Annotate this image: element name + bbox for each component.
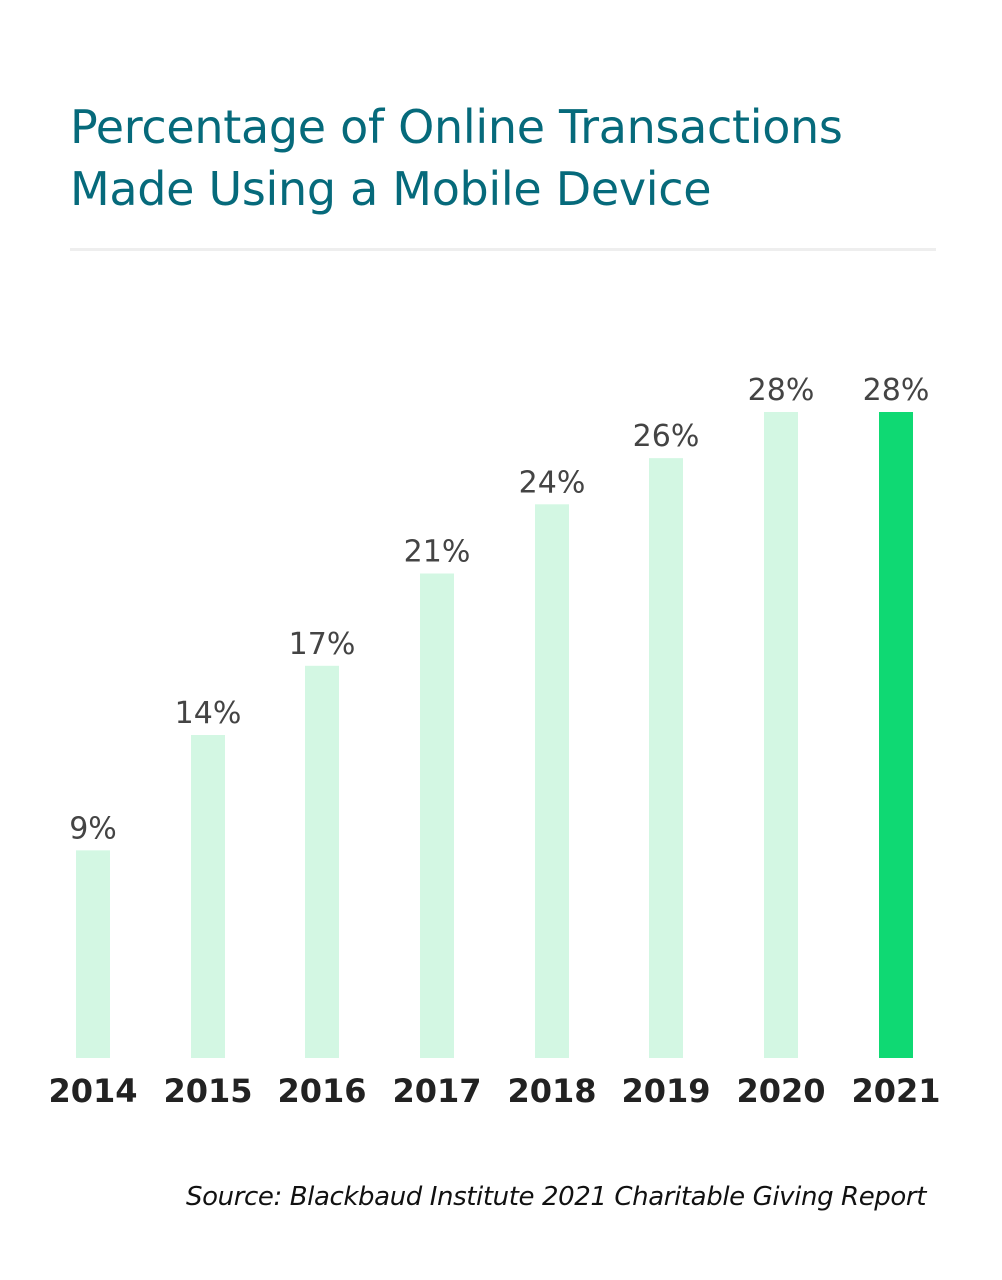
bar-2021 [879, 412, 913, 1058]
chart-source: Source: Blackbaud Institute 2021 Charita… [186, 1182, 926, 1212]
value-label-2019: 26% [633, 419, 700, 454]
bar-2014 [76, 850, 110, 1058]
value-label-2014: 9% [69, 811, 117, 846]
chart-title: Percentage of Online Transactions Made U… [70, 96, 950, 220]
value-label-2020: 28% [748, 373, 815, 408]
category-label-2019: 2019 [621, 1072, 710, 1110]
value-label-2017: 21% [404, 535, 471, 570]
category-label-2020: 2020 [736, 1072, 825, 1110]
value-label-2021: 28% [863, 373, 930, 408]
bar-2018 [535, 504, 569, 1058]
value-label-2015: 14% [175, 696, 242, 731]
value-label-2016: 17% [289, 627, 356, 662]
chart-title-line-2: Made Using a Mobile Device [70, 162, 712, 216]
category-label-2016: 2016 [277, 1072, 366, 1110]
value-label-2018: 24% [519, 465, 586, 500]
bar-2015 [191, 735, 225, 1058]
bar-chart: 9% 2014 14% 2015 17% 2016 21% 2017 24% 2018 26% 201… [48, 373, 940, 1110]
bar-2020 [764, 412, 798, 1058]
category-label-2017: 2017 [392, 1072, 481, 1110]
category-label-2015: 2015 [163, 1072, 252, 1110]
category-label-2021: 2021 [851, 1072, 940, 1110]
bar-2016 [305, 665, 339, 1058]
bar-2019 [649, 458, 683, 1059]
bar-2017 [420, 573, 454, 1058]
category-label-2018: 2018 [507, 1072, 596, 1110]
category-label-2014: 2014 [48, 1072, 137, 1110]
title-divider [70, 248, 936, 251]
chart-title-line-1: Percentage of Online Transactions [70, 100, 843, 154]
